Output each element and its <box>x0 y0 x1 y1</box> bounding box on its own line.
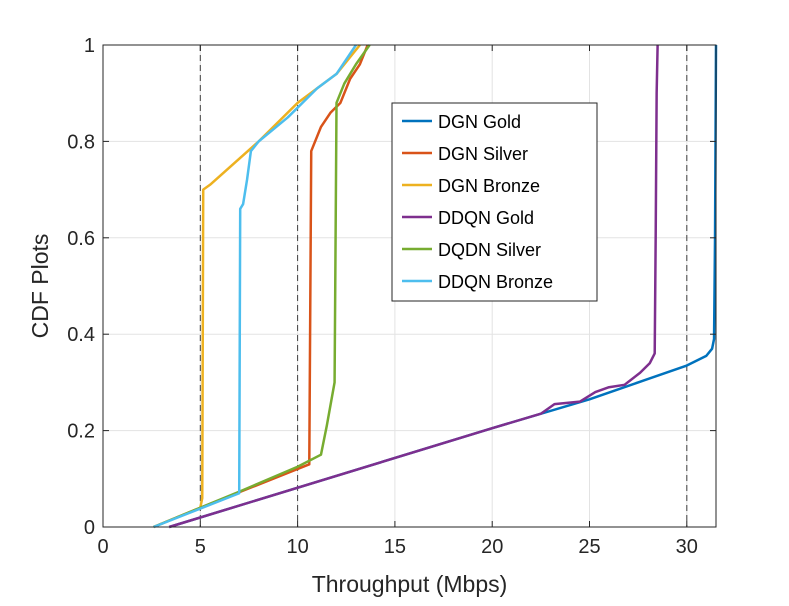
x-tick-label-6: 30 <box>676 536 698 558</box>
x-tick-label-2: 10 <box>286 536 308 558</box>
y-tick-label-0: 0 <box>84 517 95 539</box>
legend-label-1: DGN Silver <box>438 144 528 164</box>
reference-lines <box>199 45 688 527</box>
axes-box <box>102 44 717 528</box>
legend-label-0: DGN Gold <box>438 112 521 132</box>
y-tick-label-2: 0.4 <box>67 324 95 346</box>
x-tick-label-5: 25 <box>578 536 600 558</box>
y-axis-title: CDF Plots <box>27 234 53 339</box>
legend: DGN Gold DGN Silver DGN Bronze DDQN Gold DQD… <box>391 102 598 302</box>
series-line-ddqn-bronze <box>153 44 358 529</box>
legend-box <box>391 102 598 302</box>
x-tick-label-0: 0 <box>97 536 108 558</box>
legend-label-4: DQDN Silver <box>438 240 541 260</box>
legend-label-3: DDQN Gold <box>438 208 534 228</box>
x-tick-label-3: 15 <box>384 536 406 558</box>
y-tick-label-3: 0.6 <box>67 228 95 250</box>
legend-label-5: DDQN Bronze <box>438 272 553 292</box>
series-lines <box>153 44 718 529</box>
x-axis-title: Throughput (Mbps) <box>312 571 508 597</box>
y-tick-label-5: 1 <box>84 35 95 57</box>
series-line-dqdn-silver <box>153 44 371 529</box>
series-line-ddqn-gold <box>168 44 659 529</box>
x-tick-label-1: 5 <box>195 536 206 558</box>
y-tick-label-4: 0.8 <box>67 131 95 153</box>
y-tick-label-1: 0.2 <box>67 421 95 443</box>
y-axis-ticks: 0 0.2 0.4 0.6 0.8 1 <box>67 35 716 539</box>
x-axis-ticks: 0 5 10 15 20 25 30 <box>97 45 698 558</box>
x-tick-label-4: 20 <box>481 536 503 558</box>
legend-label-2: DGN Bronze <box>438 176 540 196</box>
